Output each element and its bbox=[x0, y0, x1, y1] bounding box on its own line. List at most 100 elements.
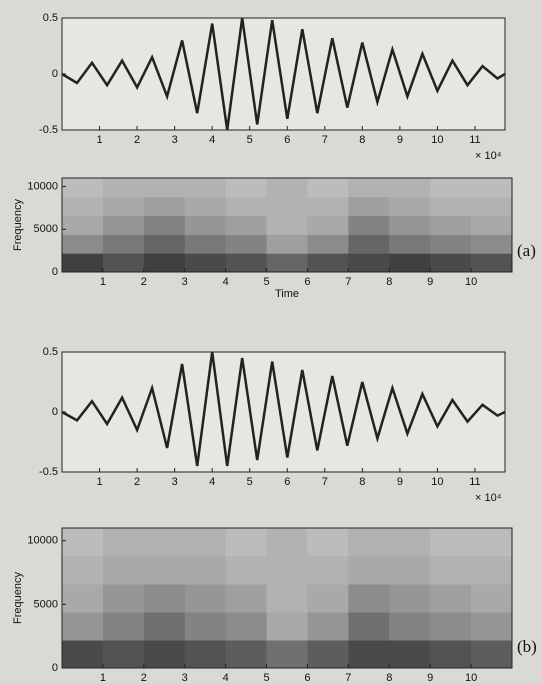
heatmap-cell bbox=[430, 612, 472, 641]
y-tick-label: 0 bbox=[52, 406, 58, 418]
panel-label: (b) bbox=[517, 637, 537, 656]
x-tick-label: 5 bbox=[247, 134, 253, 146]
heatmap-cell bbox=[430, 234, 472, 254]
heatmap-cell bbox=[389, 612, 431, 641]
x-tick-label: 10 bbox=[465, 672, 477, 683]
heatmap-cell bbox=[143, 253, 186, 273]
heatmap-cell bbox=[471, 253, 513, 273]
heatmap-cell bbox=[348, 215, 390, 235]
x-tick-label: 4 bbox=[223, 276, 229, 288]
heatmap-cell bbox=[348, 234, 390, 254]
heatmap-cell bbox=[307, 612, 349, 641]
heatmap-cell bbox=[184, 234, 227, 254]
heatmap-cell bbox=[307, 528, 349, 557]
x-tick-label: 2 bbox=[134, 476, 140, 488]
heatmap-cell bbox=[62, 196, 104, 217]
heatmap-cell bbox=[143, 215, 186, 235]
heatmap-cell bbox=[225, 253, 268, 273]
heatmap-cell bbox=[62, 253, 104, 273]
heatmap-cell bbox=[62, 584, 104, 613]
x-tick-label: 1 bbox=[100, 276, 106, 288]
heatmap-cell bbox=[471, 528, 513, 557]
heatmap-cell bbox=[225, 215, 268, 235]
heatmap-cell bbox=[389, 640, 431, 669]
heatmap-cell bbox=[225, 528, 268, 557]
x-tick-label: 8 bbox=[359, 476, 365, 488]
heatmap-cell bbox=[430, 178, 472, 198]
heatmap-cell bbox=[348, 584, 390, 613]
x-tick-label: 1 bbox=[100, 672, 106, 683]
heatmap-cell bbox=[348, 178, 390, 198]
x-tick-label: 8 bbox=[386, 276, 392, 288]
heatmap-cell bbox=[471, 196, 513, 217]
x-tick-label: 6 bbox=[304, 672, 310, 683]
heatmap-cell bbox=[430, 584, 472, 613]
heatmap-cell bbox=[184, 178, 227, 198]
heatmap-cell bbox=[102, 528, 145, 557]
heatmap-cell bbox=[225, 556, 268, 585]
heatmap-cell bbox=[471, 584, 513, 613]
heatmap-cell bbox=[225, 584, 268, 613]
heatmap-cell bbox=[184, 612, 227, 641]
y-tick-label: 0 bbox=[52, 662, 58, 674]
x-tick-label: 4 bbox=[209, 476, 215, 488]
heatmap-cell bbox=[266, 234, 308, 254]
heatmap-cell bbox=[143, 234, 186, 254]
heatmap-cell bbox=[102, 178, 145, 198]
heatmap-cell bbox=[102, 234, 145, 254]
heatmap-cell bbox=[62, 640, 104, 669]
heatmap-cell bbox=[389, 584, 431, 613]
heatmap-cell bbox=[307, 640, 349, 669]
x-tick-label: 8 bbox=[359, 134, 365, 146]
plot-frame bbox=[61, 177, 513, 273]
x-tick-label: 6 bbox=[304, 276, 310, 288]
x-tick-label: 4 bbox=[223, 672, 229, 683]
heatmap-cell bbox=[62, 612, 104, 641]
heatmap-cell bbox=[307, 556, 349, 585]
heatmap-cell bbox=[102, 612, 145, 641]
heatmap-cell bbox=[266, 612, 308, 641]
heatmap-cell bbox=[389, 178, 431, 198]
y-tick-label: 5000 bbox=[34, 223, 58, 235]
heatmap-cell bbox=[184, 640, 227, 669]
x-tick-label: 9 bbox=[397, 134, 403, 146]
x-axis-label: Time bbox=[275, 288, 299, 300]
heatmap-cell bbox=[307, 253, 349, 273]
x-tick-label: 7 bbox=[322, 134, 328, 146]
x-tick-label: 7 bbox=[345, 672, 351, 683]
heatmap-cell bbox=[266, 196, 308, 217]
x-tick-label: 3 bbox=[172, 476, 178, 488]
x-tick-label: 10 bbox=[431, 134, 443, 146]
heatmap-cell bbox=[143, 556, 186, 585]
heatmap-cell bbox=[430, 253, 472, 273]
y-axis-label: Frequency bbox=[12, 199, 24, 251]
heatmap-cell bbox=[184, 196, 227, 217]
x-tick-label: 5 bbox=[263, 276, 269, 288]
x-tick-label: 2 bbox=[141, 672, 147, 683]
heatmap-cell bbox=[184, 253, 227, 273]
x-tick-label: 3 bbox=[182, 672, 188, 683]
y-tick-label: 10000 bbox=[27, 535, 58, 547]
x-tick-label: 6 bbox=[284, 476, 290, 488]
heatmap-cell bbox=[471, 612, 513, 641]
heatmap-cell bbox=[62, 178, 104, 198]
x-tick-label: 9 bbox=[427, 276, 433, 288]
heatmap-cell bbox=[225, 612, 268, 641]
x-tick-label: 2 bbox=[134, 134, 140, 146]
x-tick-label: 7 bbox=[345, 276, 351, 288]
y-tick-label: 0.5 bbox=[43, 346, 58, 358]
heatmap-cell bbox=[143, 612, 186, 641]
heatmap-cell bbox=[430, 640, 472, 669]
x-tick-label: 9 bbox=[397, 476, 403, 488]
x-tick-label: 10 bbox=[465, 276, 477, 288]
heatmap-cell bbox=[471, 178, 513, 198]
heatmap-cell bbox=[348, 640, 390, 669]
x-multiplier: × 10⁴ bbox=[475, 492, 502, 504]
x-tick-label: 9 bbox=[427, 672, 433, 683]
heatmap-cell bbox=[348, 196, 390, 217]
x-tick-label: 8 bbox=[386, 672, 392, 683]
heatmap-cell bbox=[266, 528, 308, 557]
heatmap-cell bbox=[266, 215, 308, 235]
